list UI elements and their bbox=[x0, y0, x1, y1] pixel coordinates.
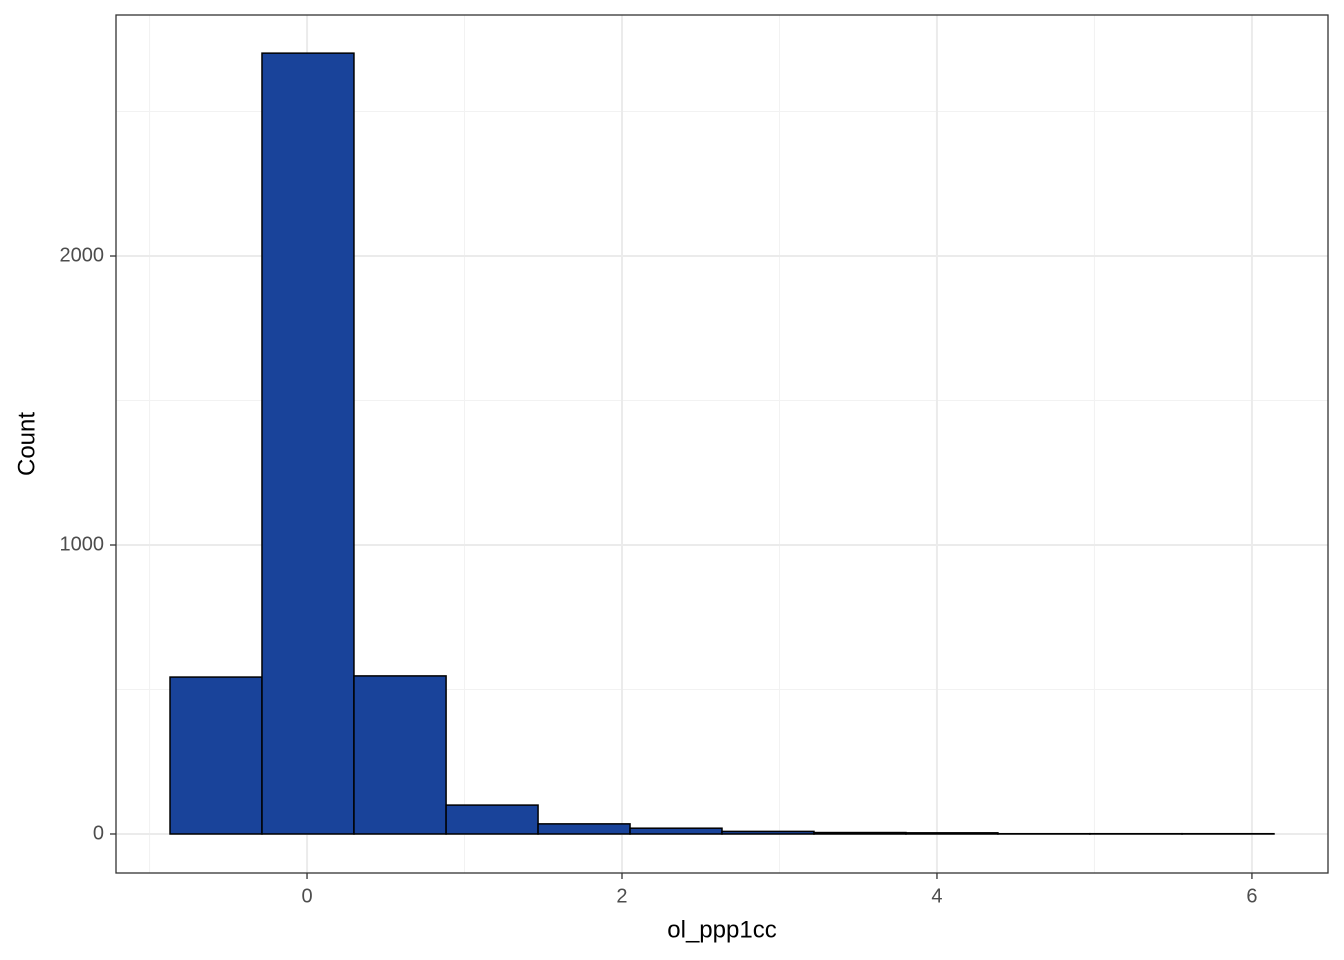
bars bbox=[169, 52, 1275, 835]
axes: 0 2 4 6 0 1000 2000 bbox=[60, 244, 1258, 907]
bar bbox=[353, 675, 447, 835]
panel-border bbox=[115, 14, 1329, 874]
bar bbox=[721, 830, 815, 835]
bar bbox=[261, 52, 355, 835]
bar bbox=[629, 827, 723, 835]
bar bbox=[813, 831, 907, 835]
x-tick-label: 2 bbox=[616, 885, 627, 907]
x-axis-title: ol_ppp1cc bbox=[667, 916, 776, 943]
x-tick-label: 4 bbox=[931, 885, 942, 907]
y-tick-label: 0 bbox=[93, 822, 104, 844]
x-tick-label: 6 bbox=[1246, 885, 1257, 907]
bar bbox=[169, 676, 263, 835]
y-axis-title: Count bbox=[13, 412, 40, 476]
x-tick-label: 0 bbox=[301, 885, 312, 907]
y-tick-label: 1000 bbox=[60, 533, 105, 555]
bar bbox=[537, 823, 631, 835]
bar bbox=[445, 804, 539, 835]
bar bbox=[905, 832, 999, 835]
y-tick-label: 2000 bbox=[60, 244, 105, 266]
